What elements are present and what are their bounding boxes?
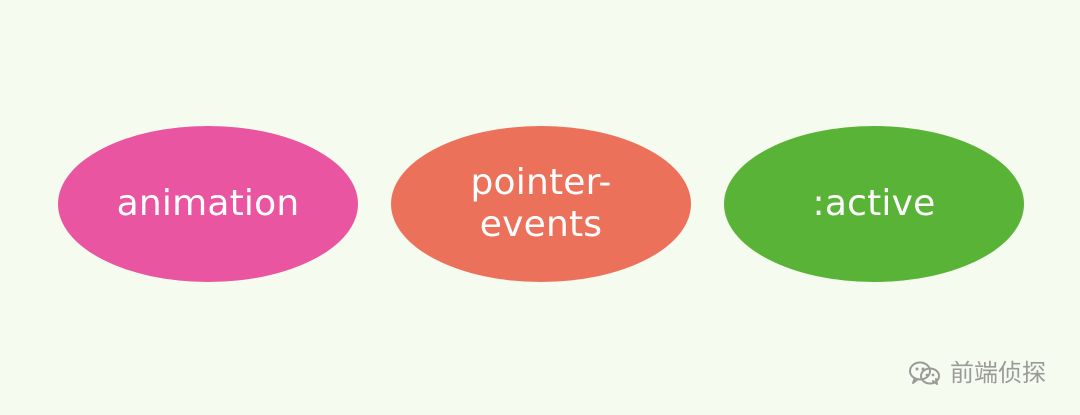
- active-label: :active: [812, 182, 936, 224]
- pointer-events-node: pointer- events: [391, 126, 691, 282]
- watermark-text: 前端侦探: [950, 359, 1046, 387]
- animation-label: animation: [116, 182, 300, 224]
- active-node: :active: [724, 126, 1024, 282]
- animation-node: animation: [58, 126, 358, 282]
- watermark: 前端侦探: [908, 359, 1046, 387]
- wechat-icon: [908, 359, 942, 387]
- pointer-events-label: pointer- events: [470, 161, 612, 245]
